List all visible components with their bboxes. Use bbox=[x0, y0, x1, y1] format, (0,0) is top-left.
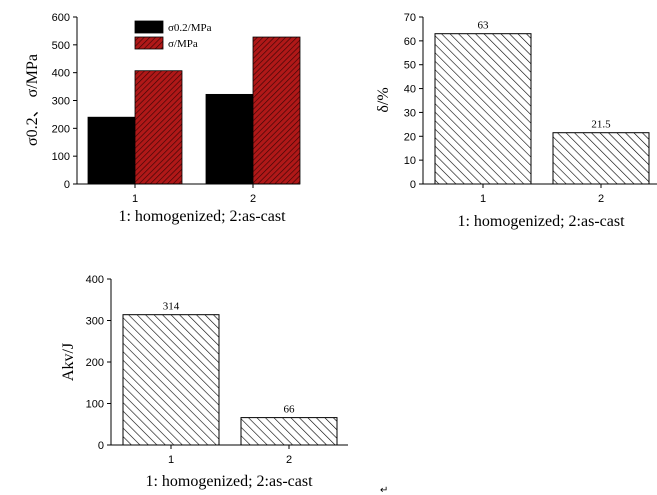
chart-impact-xlabel: 1: homogenized; 2:as-cast bbox=[145, 473, 313, 490]
strength-legend-label-0: σ0.2/MPa bbox=[168, 22, 212, 34]
strength-bar-0-1 bbox=[205, 93, 254, 185]
elongation-ytick-label-5: 50 bbox=[404, 60, 416, 72]
elongation-xtick-label-0: 1 bbox=[480, 193, 486, 205]
chart-elongation: δ/% 1: homogenized; 2:as-cast 63 21.5 0 10 2… bbox=[375, 12, 657, 230]
impact-xtick-label-1: 2 bbox=[286, 454, 292, 466]
strength-ytick-label-2: 200 bbox=[52, 123, 70, 135]
elongation-ytick-label-4: 40 bbox=[404, 84, 416, 96]
strength-bar-1-1 bbox=[252, 36, 301, 185]
chart-impact: Akv/J 1: homogenized; 2:as-cast 314 66 0 10… bbox=[60, 274, 348, 490]
strength-ytick-label-0: 0 bbox=[64, 179, 70, 191]
elongation-ytick-label-2: 20 bbox=[404, 131, 416, 143]
chart-elongation-xlabel: 1: homogenized; 2:as-cast bbox=[457, 213, 625, 230]
chart-strength: σ0.2、 σ/MPa 1: homogenized; 2:as-cast 0 1… bbox=[24, 12, 301, 225]
impact-data-label-1: 66 bbox=[284, 404, 296, 416]
strength-bar-1-0 bbox=[134, 70, 183, 185]
strength-ytick-label-5: 500 bbox=[52, 40, 70, 52]
strength-legend-swatch-0 bbox=[134, 20, 164, 34]
strength-xtick-label-0: 1 bbox=[132, 193, 138, 205]
impact-xtick-label-0: 1 bbox=[168, 454, 174, 466]
strength-ytick-label-1: 100 bbox=[52, 151, 70, 163]
chart-impact-ylabel: Akv/J bbox=[60, 343, 77, 381]
impact-bar-0 bbox=[122, 314, 220, 446]
elongation-ytick-label-3: 30 bbox=[404, 107, 416, 119]
elongation-bar-0 bbox=[434, 33, 532, 185]
elongation-data-label-0: 63 bbox=[478, 20, 490, 32]
elongation-ytick-label-0: 0 bbox=[410, 179, 416, 191]
elongation-ytick-label-7: 70 bbox=[404, 12, 416, 24]
chart-strength-xlabel: 1: homogenized; 2:as-cast bbox=[118, 208, 286, 225]
elongation-data-label-1: 21.5 bbox=[591, 119, 611, 131]
elongation-ytick-label-1: 10 bbox=[404, 155, 416, 167]
impact-ytick-label-0: 0 bbox=[98, 440, 104, 452]
impact-ytick-label-1: 100 bbox=[86, 399, 104, 411]
impact-ytick-label-3: 300 bbox=[86, 316, 104, 328]
strength-xtick-label-1: 2 bbox=[250, 193, 256, 205]
return-arrow-icon: ↵ bbox=[380, 485, 388, 495]
strength-ytick-label-4: 400 bbox=[52, 68, 70, 80]
strength-legend-swatch-1 bbox=[134, 36, 164, 50]
chart-elongation-ylabel: δ/% bbox=[375, 87, 392, 112]
impact-ytick-label-2: 200 bbox=[86, 357, 104, 369]
impact-ytick-label-4: 400 bbox=[86, 274, 104, 286]
elongation-ytick-label-6: 60 bbox=[404, 36, 416, 48]
impact-bar-1 bbox=[240, 417, 338, 446]
strength-ytick-label-6: 600 bbox=[52, 12, 70, 24]
strength-legend-label-1: σ/MPa bbox=[168, 38, 198, 50]
chart-strength-ylabel: σ0.2、 σ/MPa bbox=[24, 54, 41, 146]
elongation-bar-1 bbox=[552, 132, 650, 185]
elongation-xtick-label-1: 2 bbox=[598, 193, 604, 205]
strength-ytick-label-3: 300 bbox=[52, 96, 70, 108]
impact-data-label-0: 314 bbox=[163, 301, 180, 313]
strength-bar-0-0 bbox=[87, 116, 136, 185]
